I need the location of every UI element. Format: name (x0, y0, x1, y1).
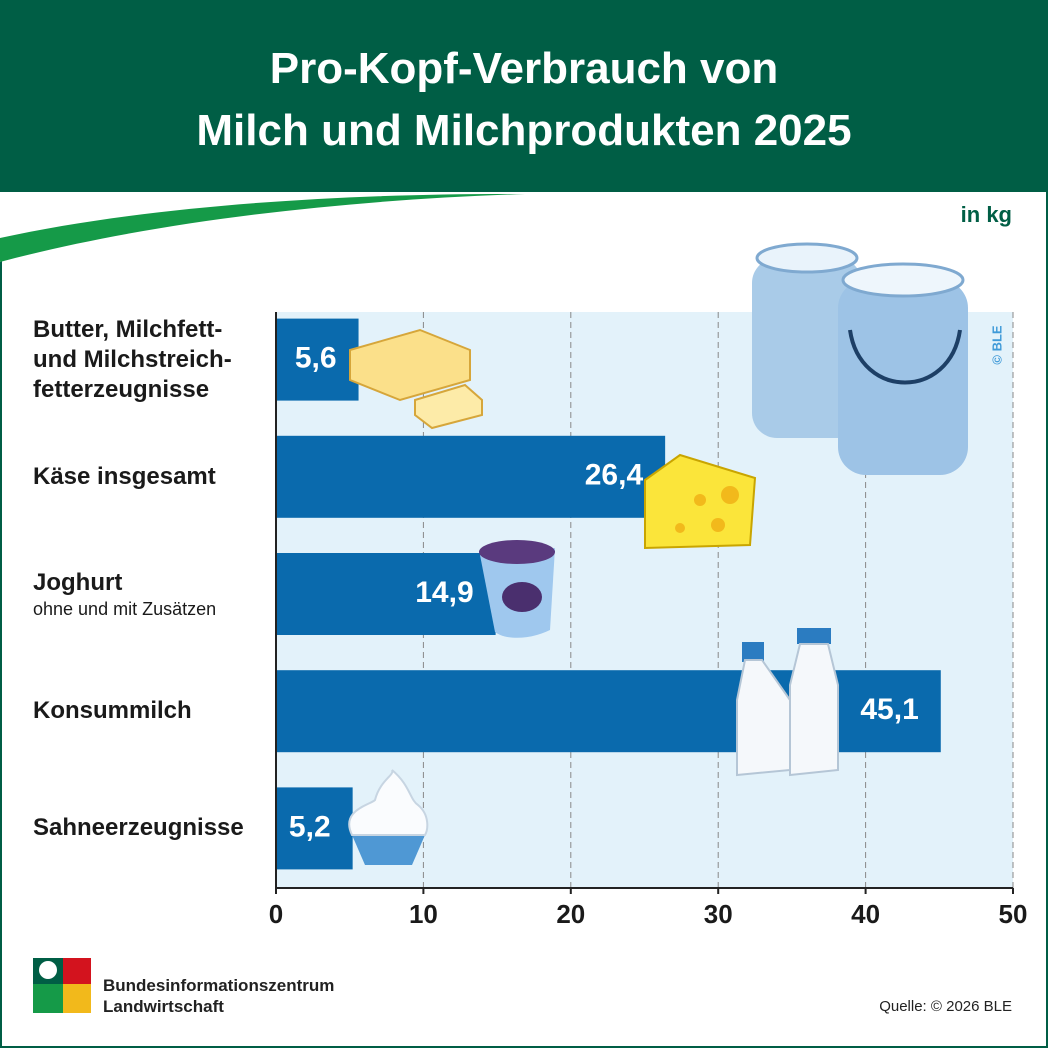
category-name: Konsummilch (33, 697, 192, 725)
category-name: Sahneerzeugnisse (33, 814, 244, 842)
bar (276, 670, 941, 753)
value-label: 5,6 (295, 342, 337, 375)
category-name: Joghurt (33, 569, 123, 596)
bar (276, 553, 496, 635)
x-tick-label: 30 (704, 899, 733, 929)
x-tick-label: 10 (409, 899, 438, 929)
swoosh (0, 192, 520, 262)
category-label: Butter, Milchfett- und Milchstreich- fet… (33, 315, 232, 405)
header (0, 0, 1048, 192)
category-sublabel: ohne und mit Zusätzen (33, 599, 217, 619)
value-label: 45,1 (860, 693, 918, 726)
category-name: Butter, Milchfett- und Milchstreich- fet… (33, 315, 232, 403)
yoghurt (479, 540, 555, 638)
value-label: 14,9 (415, 576, 473, 609)
logo-icon (33, 958, 91, 1013)
bar (276, 787, 353, 870)
category-label: Sahneerzeugnisse (33, 813, 244, 843)
x-tick-label: 0 (269, 899, 283, 929)
swoosh-green (0, 193, 525, 262)
x-tick-label: 20 (556, 899, 585, 929)
logo-text: Bundesinformationszentrum Landwirtschaft (103, 976, 335, 1016)
category-name: Käse insgesamt (33, 462, 216, 490)
value-label: 26,4 (585, 459, 644, 492)
copyright: © BLE (989, 325, 1004, 365)
bar (276, 435, 666, 518)
milk-bottles (736, 628, 839, 777)
cream (348, 769, 429, 865)
butter (349, 328, 483, 430)
milk-cans (752, 242, 968, 475)
category-label: Käse insgesamt (33, 462, 216, 492)
unit: in kg (960, 202, 1012, 227)
value-label: 5,2 (289, 810, 331, 843)
title: Pro-Kopf-Verbrauch von Milch und Milchpr… (196, 44, 852, 155)
x-tick-label: 50 (999, 899, 1028, 929)
bar (276, 318, 359, 401)
x-tick-label: 40 (851, 899, 880, 929)
source: Quelle: © 2026 BLE (879, 998, 1012, 1015)
category-label: Joghurt ohne und mit Zusätzen (33, 568, 216, 620)
illustrations (348, 242, 968, 865)
category-label: Konsummilch (33, 696, 192, 726)
cheese (644, 453, 757, 550)
